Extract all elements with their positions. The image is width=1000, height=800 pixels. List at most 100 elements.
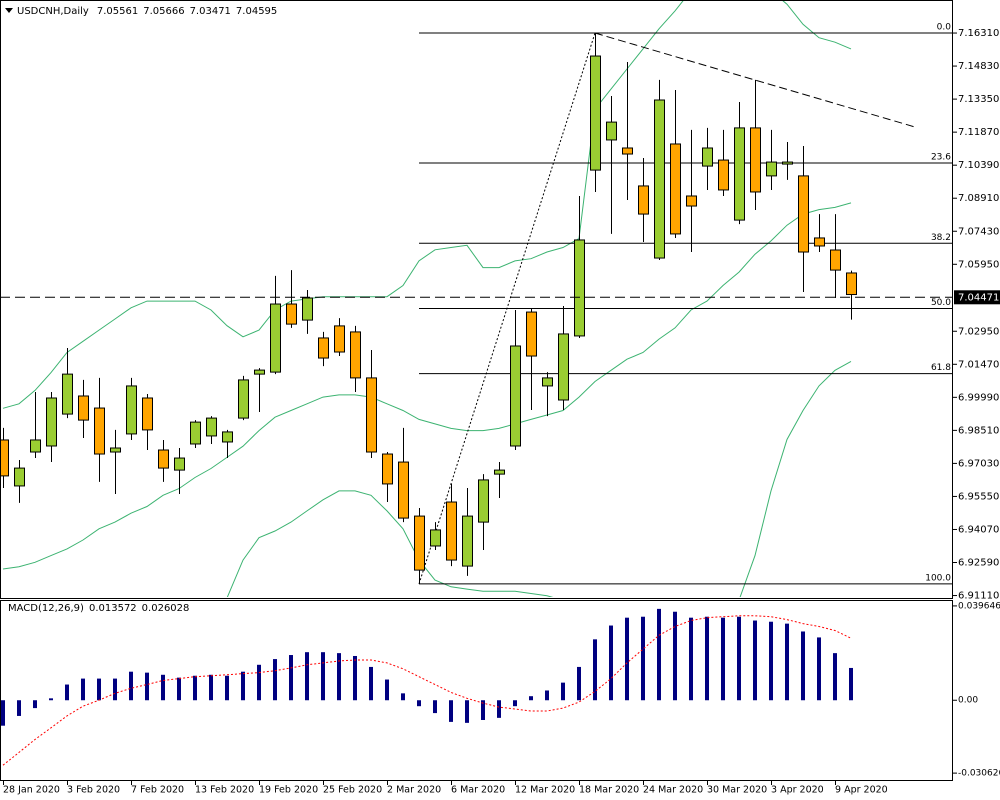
x-tick-label: 2 Mar 2020 [387,785,441,796]
price-header: USDCNH,Daily 7.05561 7.05666 7.03471 7.04595 [17,6,277,17]
macd-bar [529,696,533,701]
macd-bar [97,678,101,701]
signal-line [2,615,852,766]
candle-body [254,369,265,375]
x-tick-label: 25 Feb 2020 [323,785,382,796]
candle-body [526,311,537,357]
y-tick-label: 7.08910 [958,193,999,204]
candle-body [62,373,73,415]
candle-body [590,55,601,171]
x-tick-label: 30 Mar 2020 [707,785,767,796]
macd-bar [417,700,421,707]
macd-bar [113,678,117,701]
macd-bar [433,700,437,714]
y-tick-label: 7.01470 [958,359,999,370]
candle-body [542,377,553,387]
x-tick-label: 3 Apr 2020 [771,785,824,796]
candle-body [654,99,665,259]
candle-body [14,467,25,487]
candle-body [286,303,297,325]
macd-bar [673,611,677,701]
macd-panel [0,600,953,781]
candle-body [46,397,57,447]
y-tick-label: 6.94070 [958,524,999,535]
candle-body [558,333,569,401]
y-tick-label: 6.97030 [958,458,999,469]
candle-body [846,272,857,296]
y-tick-label: 6.91110 [958,591,999,602]
candle-body [366,377,377,453]
candle-body [158,449,169,469]
candle-body [350,331,361,379]
macd-bar [225,675,229,701]
header-close: 7.04595 [236,6,277,17]
candle-body [574,239,585,337]
candle-body [270,303,281,373]
macd-bar [465,700,469,723]
candle-body [446,501,457,561]
macd-bar [449,700,453,722]
macd-bar [81,678,85,701]
macd-bar [289,655,293,701]
candle-body [94,407,105,455]
main-layer: 0.0 23.6 38.2 50.0 61.8 100.0 [1,1,952,597]
candle-body [494,469,505,475]
macd-current: 0.013572 [89,603,137,614]
candle-body [686,195,697,207]
macd-bar [753,620,757,701]
current-price-label: 7.04471 [958,292,999,303]
candle-body [830,249,841,271]
fib-label: 100.0 [925,573,951,583]
band-middle [2,202,852,570]
candle-body [414,515,425,571]
candle-body [478,479,489,523]
y-tick-label: 6.99990 [958,392,999,403]
y-tick-label: 0.00 [958,696,978,706]
y-tick-label: 7.14830 [958,61,999,72]
macd-bar [65,684,69,701]
band-upper [2,1,852,409]
x-tick-label: 24 Mar 2020 [643,785,703,796]
macd-bar [1,700,5,726]
candle-body [766,161,777,177]
candle-body [510,345,521,447]
candle-body [238,379,249,419]
main-panel [0,0,953,599]
macd-bar [513,700,517,707]
macd-bar [17,700,21,716]
y-tick-label: 7.13350 [958,94,999,105]
candle-body [798,175,809,253]
macd-bar [369,666,373,701]
macd-bar [177,677,181,701]
macd-bar [689,617,693,701]
macd-bar [561,682,565,701]
y-tick-label: 7.11870 [958,127,999,138]
macd-bar [481,700,485,720]
header-open: 7.05561 [97,6,138,17]
candle-body [110,447,121,453]
macd-bar [321,652,325,701]
macd-bar [33,700,37,709]
candle-body [30,439,41,453]
y-tick-label: 7.16310 [958,28,999,39]
header-high: 7.05666 [143,6,184,17]
macd-bar [129,671,133,701]
candle-body [782,161,793,165]
macd-bar [401,693,405,701]
x-tick-label: 3 Feb 2020 [67,785,120,796]
macd-bar [769,621,773,701]
fib-label: 0.0 [937,23,952,33]
macd-title: MACD(12,26,9) [8,603,84,614]
candle-body [206,417,217,437]
current-price-box [954,290,1000,305]
macd-bar [49,698,53,701]
candle-body [190,421,201,445]
collapse-icon[interactable] [5,8,13,13]
macd-bar [545,690,549,701]
candle-body [78,395,89,421]
macd-bar [193,675,197,701]
fib-label: 50.0 [931,298,951,308]
candle-body [638,185,649,215]
macd-bar [705,616,709,701]
